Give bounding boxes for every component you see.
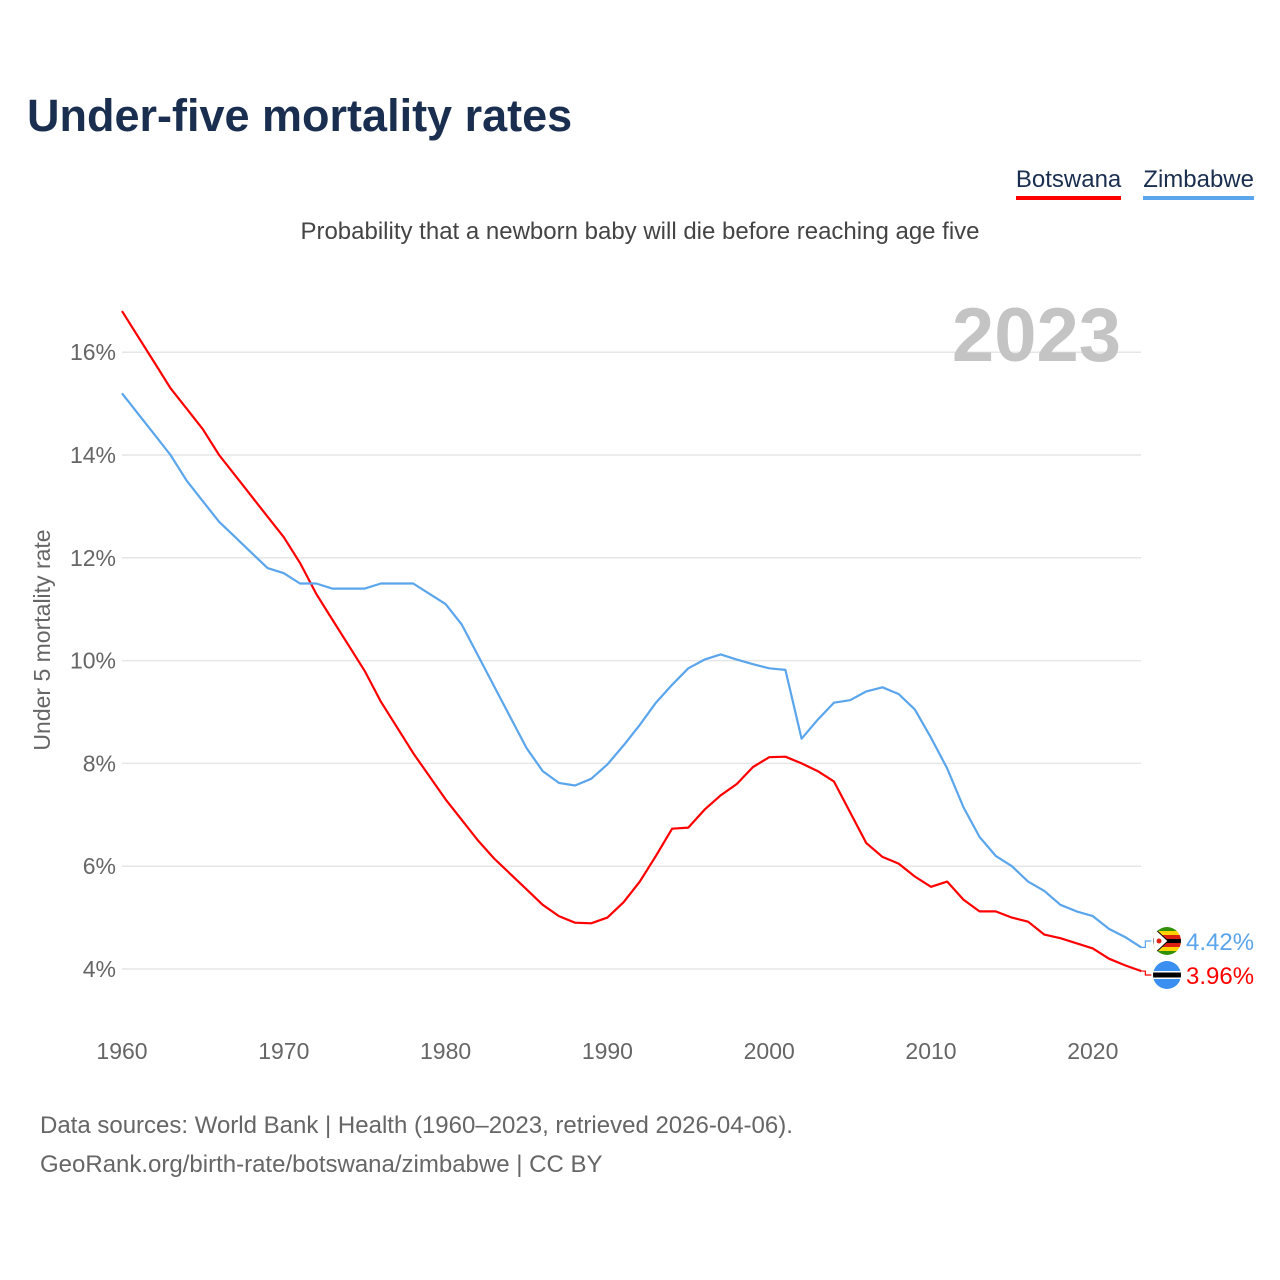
end-value-label: 4.42% (1186, 929, 1254, 956)
end-connector (1141, 970, 1152, 976)
x-tick-label: 1990 (582, 1038, 633, 1064)
x-tick-label: 1970 (258, 1038, 309, 1064)
source-line-2[interactable]: GeoRank.org/birth-rate/botswana/zimbabwe… (40, 1151, 603, 1178)
source-note: Data sources: World Bank | Health (1960–… (40, 1106, 793, 1184)
chart-subtitle: Probability that a newborn baby will die… (300, 218, 980, 245)
chart-title: Under-five mortality rates (27, 90, 573, 141)
x-tick-label: 1980 (420, 1038, 471, 1064)
x-tick-label: 2020 (1067, 1038, 1118, 1064)
series-line-zimbabwe[interactable] (121, 392, 1142, 949)
x-tick-label: 1960 (96, 1038, 147, 1064)
end-connector (1141, 940, 1152, 949)
end-value-label: 3.96% (1186, 963, 1254, 990)
y-tick-label: 14% (70, 442, 116, 468)
year-label: 2023 (952, 293, 1121, 378)
y-axis-label: Under 5 mortality rate (29, 529, 55, 750)
legend-item-botswana[interactable]: Botswana (1015, 166, 1122, 200)
botswana-flag-icon (1153, 961, 1181, 989)
y-tick-label: 16% (70, 339, 116, 365)
legend-item-zimbabwe[interactable]: Zimbabwe (1143, 166, 1254, 200)
y-tick-label: 8% (83, 750, 116, 776)
y-tick-label: 6% (83, 853, 116, 879)
y-tick-label: 4% (83, 956, 116, 982)
series-line-botswana[interactable] (121, 310, 1142, 973)
y-tick-label: 10% (70, 648, 116, 674)
x-tick-label: 2000 (744, 1038, 795, 1064)
zimbabwe-flag-icon (1153, 927, 1181, 955)
x-tick-label: 2010 (905, 1038, 956, 1064)
legend: Botswana Zimbabwe (1015, 166, 1254, 200)
y-tick-label: 12% (70, 545, 116, 571)
source-line-1: Data sources: World Bank | Health (1960–… (40, 1112, 793, 1139)
